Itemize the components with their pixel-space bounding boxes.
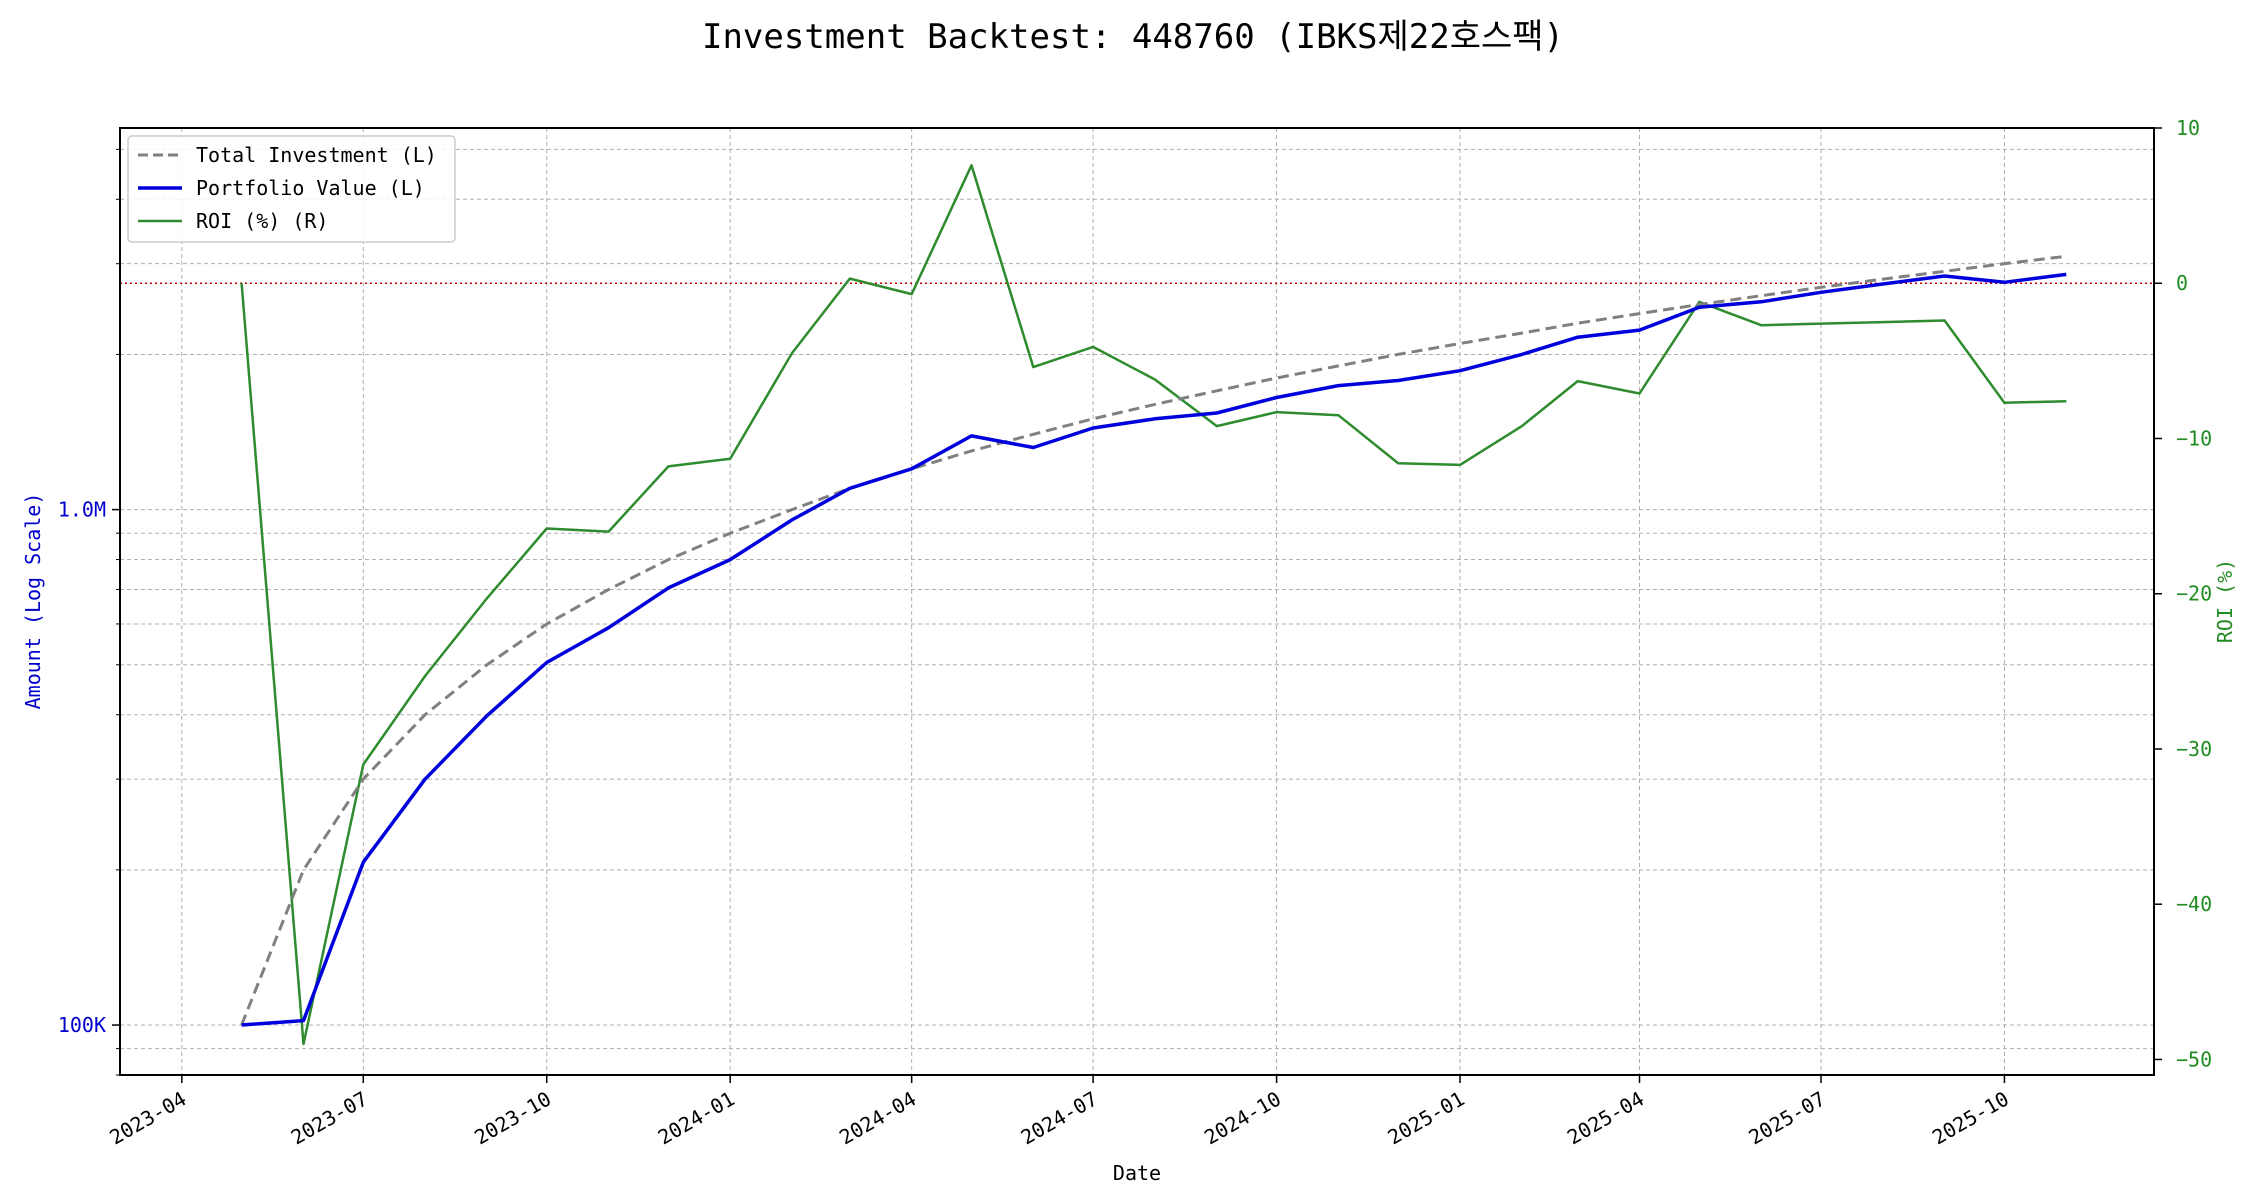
left-axis-ticks: 100K 1.0M bbox=[58, 148, 120, 1076]
plot-frame bbox=[119, 127, 2155, 1076]
left-axis-label: Amount (Log Scale) bbox=[21, 493, 45, 710]
roi-line bbox=[240, 164, 2067, 1046]
x-tick-label: 2024-04 bbox=[835, 1087, 920, 1150]
series-lines bbox=[240, 164, 2067, 1046]
x-tick-label: 2025-04 bbox=[1563, 1087, 1648, 1150]
right-axis-label: ROI (%) bbox=[2213, 559, 2237, 643]
right-tick-label: −50 bbox=[2176, 1047, 2212, 1071]
x-tick-label: 2025-07 bbox=[1744, 1087, 1829, 1150]
right-axis-ticks: 10 0 −10 −20 −30 −40 −50 bbox=[2154, 116, 2212, 1071]
x-tick-label: 2024-07 bbox=[1017, 1087, 1102, 1150]
legend-label-roi: ROI (%) (R) bbox=[196, 209, 328, 233]
left-tick-label: 1.0M bbox=[58, 498, 106, 522]
x-axis-ticks: 2023-04 2023-07 2023-10 2024-01 2024-04 2024-… bbox=[105, 1075, 2013, 1149]
right-tick-label: −40 bbox=[2176, 892, 2212, 916]
x-tick-label: 2025-01 bbox=[1384, 1087, 1469, 1150]
left-tick-label: 100K bbox=[58, 1013, 106, 1037]
right-tick-label: 10 bbox=[2176, 116, 2200, 140]
x-tick-label: 2023-04 bbox=[105, 1087, 190, 1150]
x-tick-label: 2024-01 bbox=[654, 1087, 739, 1150]
right-tick-label: −20 bbox=[2176, 582, 2212, 606]
legend: Total Investment (L) Portfolio Value (L)… bbox=[127, 135, 456, 243]
grid-lines bbox=[120, 128, 2154, 1076]
legend-box bbox=[127, 135, 456, 243]
right-tick-label: −10 bbox=[2176, 426, 2212, 450]
total-investment-line bbox=[240, 254, 2067, 1026]
right-tick-label: −30 bbox=[2176, 737, 2212, 761]
right-tick-label: 0 bbox=[2176, 271, 2188, 295]
x-axis-label: Date bbox=[1113, 1161, 1161, 1185]
x-tick-label: 2023-07 bbox=[287, 1087, 372, 1150]
legend-label-portfolio-value: Portfolio Value (L) bbox=[196, 176, 425, 200]
x-tick-label: 2023-10 bbox=[470, 1087, 555, 1150]
portfolio-value-line bbox=[241, 272, 2067, 1027]
legend-label-total-investment: Total Investment (L) bbox=[196, 143, 437, 167]
x-tick-label: 2024-10 bbox=[1200, 1087, 1285, 1150]
chart-title: Investment Backtest: 448760 (IBKS제22호스팩) bbox=[702, 17, 1564, 57]
x-tick-label: 2025-10 bbox=[1928, 1087, 2013, 1150]
